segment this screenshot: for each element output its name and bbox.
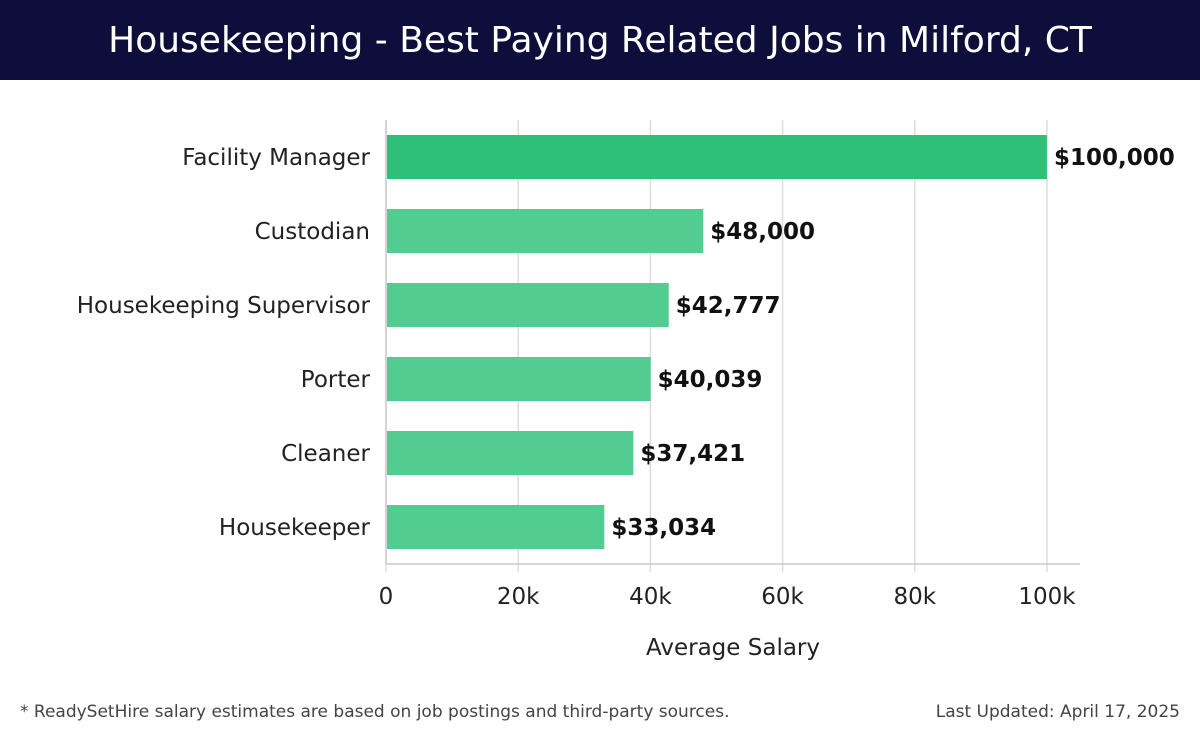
value-label: $40,039 xyxy=(658,367,763,393)
category-label: Housekeeper xyxy=(219,515,371,541)
bar xyxy=(387,431,634,475)
footer-note: * ReadySetHire salary estimates are base… xyxy=(20,702,730,722)
x-tick-label: 80k xyxy=(893,584,936,610)
x-axis-title: Average Salary xyxy=(646,635,820,661)
category-label: Facility Manager xyxy=(182,145,370,171)
x-tick-label: 60k xyxy=(761,584,804,610)
bar xyxy=(387,357,651,401)
category-label: Porter xyxy=(301,367,371,393)
bar-chart: Facility Manager $100,000 Custodian $48,000… xyxy=(77,120,1175,661)
value-label: $48,000 xyxy=(710,219,815,245)
last-updated: Last Updated: April 17, 2025 xyxy=(935,702,1180,722)
label-layer: Facility Manager $100,000 Custodian $48,000… xyxy=(77,145,1175,541)
category-label: Cleaner xyxy=(281,441,370,467)
value-label: $33,034 xyxy=(611,515,716,541)
grid-layer xyxy=(385,120,1048,572)
axis-layer: 0 20k 40k 60k 80k 100k xyxy=(379,120,1080,610)
bar xyxy=(387,135,1047,179)
value-label: $37,421 xyxy=(640,441,745,467)
bar-layer xyxy=(387,135,1047,549)
x-tick-label: 100k xyxy=(1018,584,1076,610)
x-tick-label: 20k xyxy=(497,584,540,610)
x-tick-label: 0 xyxy=(379,584,394,610)
category-label: Custodian xyxy=(255,219,370,245)
bar xyxy=(387,505,605,549)
chart-title: Housekeeping - Best Paying Related Jobs … xyxy=(108,19,1092,61)
value-label: $42,777 xyxy=(676,293,781,319)
chart-header: Housekeeping - Best Paying Related Jobs … xyxy=(0,0,1200,80)
bar xyxy=(387,283,669,327)
category-label: Housekeeping Supervisor xyxy=(77,293,371,319)
bar xyxy=(387,209,704,253)
value-label: $100,000 xyxy=(1054,145,1175,171)
x-tick-label: 40k xyxy=(629,584,672,610)
